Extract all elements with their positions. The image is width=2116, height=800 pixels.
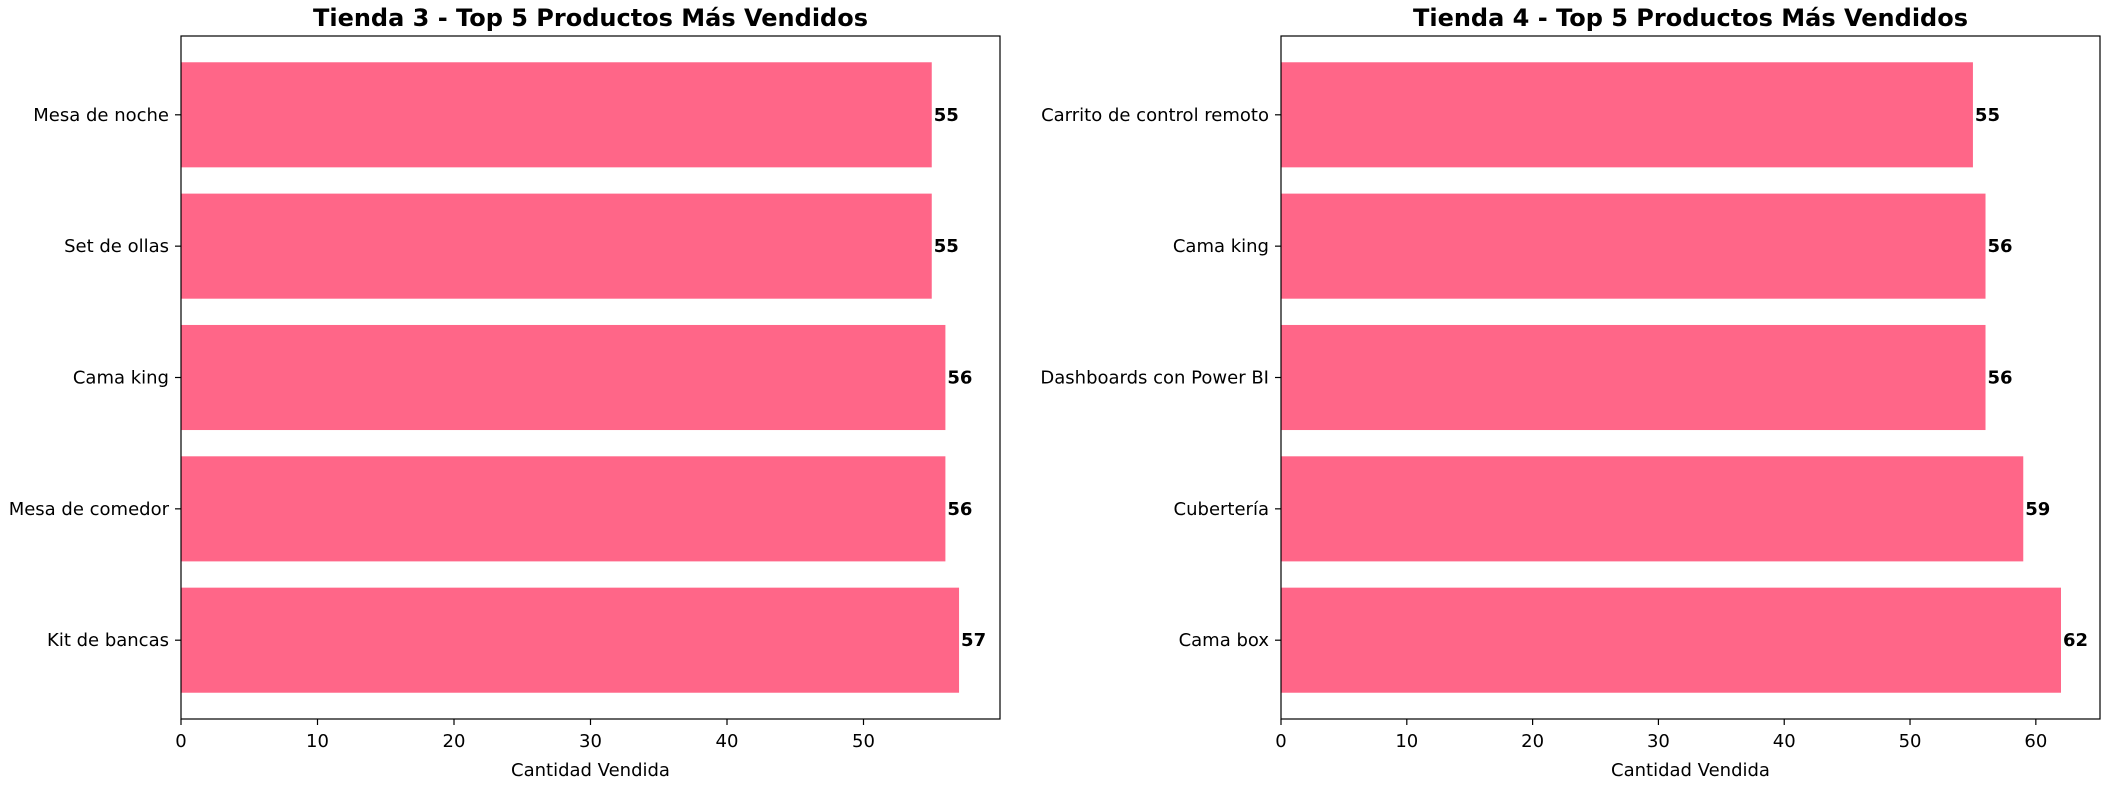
- chart-title: Tienda 3 - Top 5 Productos Más Vendidos: [313, 4, 868, 32]
- y-tick-label: Mesa de comedor: [9, 499, 170, 520]
- bar: [1281, 456, 2024, 562]
- bar: [1281, 62, 1973, 168]
- x-tick-label: 50: [1899, 731, 1922, 752]
- data-label: 55: [934, 105, 959, 126]
- x-tick-label: 20: [1521, 731, 1544, 752]
- y-tick-label: Set de ollas: [64, 236, 169, 257]
- y-tick-label: Dashboards con Power BI: [1040, 368, 1269, 389]
- bar: [181, 587, 960, 693]
- y-tick-label: Cama king: [1173, 236, 1269, 257]
- x-tick-label: 10: [306, 731, 329, 752]
- data-label: 55: [1975, 105, 2000, 126]
- data-label: 56: [947, 499, 972, 520]
- data-label: 55: [934, 236, 959, 257]
- y-tick-label: Cama king: [73, 368, 169, 389]
- data-label: 56: [1988, 236, 2013, 257]
- x-tick-label: 20: [443, 731, 466, 752]
- bar: [181, 456, 946, 562]
- bar: [1281, 324, 1986, 431]
- y-tick-label: Cama box: [1179, 630, 1270, 651]
- y-tick-label: Mesa de noche: [33, 105, 169, 126]
- x-tick-label: 0: [1275, 731, 1286, 752]
- x-tick-label: 40: [716, 731, 739, 752]
- x-tick-label: 30: [579, 731, 602, 752]
- y-tick-label: Kit de bancas: [47, 630, 169, 651]
- y-tick-label: Cubertería: [1174, 499, 1269, 520]
- x-axis-label: Cantidad Vendida: [511, 760, 670, 781]
- data-label: 56: [947, 368, 972, 389]
- x-tick-label: 60: [2024, 731, 2047, 752]
- y-tick-label: Carrito de control remoto: [1041, 105, 1269, 126]
- x-axis-label: Cantidad Vendida: [1611, 760, 1770, 781]
- x-tick-label: 40: [1773, 731, 1796, 752]
- bar: [181, 193, 932, 299]
- bar: [1281, 193, 1986, 299]
- data-label: 57: [961, 630, 986, 651]
- data-label: 59: [2025, 499, 2050, 520]
- bar: [181, 324, 946, 431]
- x-tick-label: 10: [1395, 731, 1418, 752]
- chart-tienda-3: Tienda 3 - Top 5 Productos Más Vendidos …: [9, 4, 1001, 781]
- chart-title: Tienda 4 - Top 5 Productos Más Vendidos: [1413, 4, 1968, 32]
- bar: [1281, 587, 2061, 693]
- data-label: 62: [2063, 630, 2088, 651]
- data-label: 56: [1988, 368, 2013, 389]
- x-tick-label: 30: [1647, 731, 1670, 752]
- bar: [181, 62, 932, 168]
- plot-frame: [180, 35, 1001, 720]
- plot-frame: [1280, 35, 2101, 720]
- x-tick-label: 0: [175, 731, 186, 752]
- chart-tienda-4: Tienda 4 - Top 5 Productos Más Vendidos …: [1040, 4, 2101, 781]
- x-tick-label: 50: [852, 731, 875, 752]
